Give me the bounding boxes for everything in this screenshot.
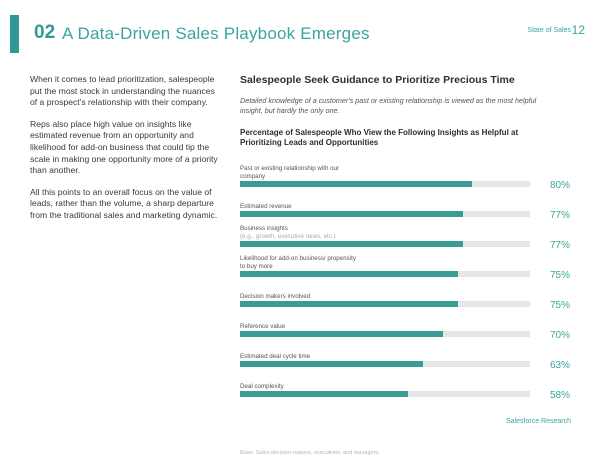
bar-label: Likelihood for add-on business/ propensi… [240,255,360,271]
bar-track [240,361,530,367]
bar-label: Past or existing relationship with our c… [240,165,360,181]
bar-label-text: Past or existing relationship with our c… [240,165,340,180]
bar-track [240,301,530,307]
bar-label-text: Decision makers involved [240,293,311,300]
bar-label: Estimated deal cycle time [240,353,360,361]
bar-label-text: Business insights [240,225,288,232]
section-number: 02 [34,22,56,43]
bar [240,181,472,187]
section-headline: Salespeople Seek Guidance to Prioritize … [240,74,515,86]
chart-row: Reference value 70% [240,317,575,343]
bar-label: Business insights (e.g., growth, executiv… [240,225,360,241]
body-paragraph: When it comes to lead prioritization, sa… [30,74,215,108]
bar-label-text: Likelihood for add-on business/ propensi… [240,255,356,270]
accent-bar [10,15,19,53]
bar-label-text: Estimated revenue [240,203,292,210]
bar-track [240,331,530,337]
bar-track [240,181,530,187]
chart-title: Percentage of Salespeople Who View the F… [240,128,519,147]
bar-value-label: 63% [549,360,570,371]
bar [240,361,423,367]
bar-label: Estimated revenue [240,203,360,211]
chart-panel: Salespeople Seek Guidance to Prioritize … [240,74,575,456]
chart-row: Likelihood for add-on business/ propensi… [240,255,575,283]
bar-track [240,211,530,217]
chart-row: Business insights (e.g., growth, executiv… [240,225,575,253]
body-paragraph: All this points to an overall focus on t… [30,186,218,220]
bar [240,331,443,337]
bar-sublabel: (e.g., growth, executive news, etc.) [240,233,336,240]
body-text: When it comes to lead prioritization, sa… [30,74,220,232]
bar-label: Deal complexity [240,383,360,391]
bar-label-text: Reference value [240,323,286,330]
bar-label-text: Deal complexity [240,383,284,390]
bar [240,211,464,217]
chart-row: Deal complexity 58% [240,377,575,403]
bar-track [240,241,530,247]
intro-text: Detailed knowledge of a customer's past … [240,96,537,115]
bar-track [240,271,530,277]
running-head: State of Sales [527,27,571,34]
bar-value-label: 77% [549,210,570,221]
bar-value-label: 77% [549,240,570,251]
page-number: 12 [571,23,585,37]
bar-label: Decision makers involved [240,293,360,301]
bar [240,241,464,247]
chart-row: Past or existing relationship with our c… [240,165,575,193]
bar-value-label: 70% [549,330,570,341]
bar-value-label: 75% [549,270,570,281]
footer-brand: Salesforce Research [506,418,571,425]
page-title: A Data-Driven Sales Playbook Emerges [62,24,370,43]
bar [240,301,458,307]
chart-row: Estimated deal cycle time 63% [240,347,575,373]
bar-value-label: 75% [549,300,570,311]
bar-track [240,391,530,397]
body-paragraph: Reps also place high value on insights l… [30,118,218,176]
bar [240,391,409,397]
chart-row: Decision makers involved 75% [240,287,575,313]
bar-value-label: 80% [549,180,570,191]
chart-note: Base: Sales decision-makers, executives,… [240,450,380,456]
bar-label: Reference value [240,323,360,331]
chart-row: Estimated revenue 77% [240,197,575,223]
bar-label-text: Estimated deal cycle time [240,353,311,360]
bar [240,271,458,277]
bar-value-label: 58% [549,390,570,401]
